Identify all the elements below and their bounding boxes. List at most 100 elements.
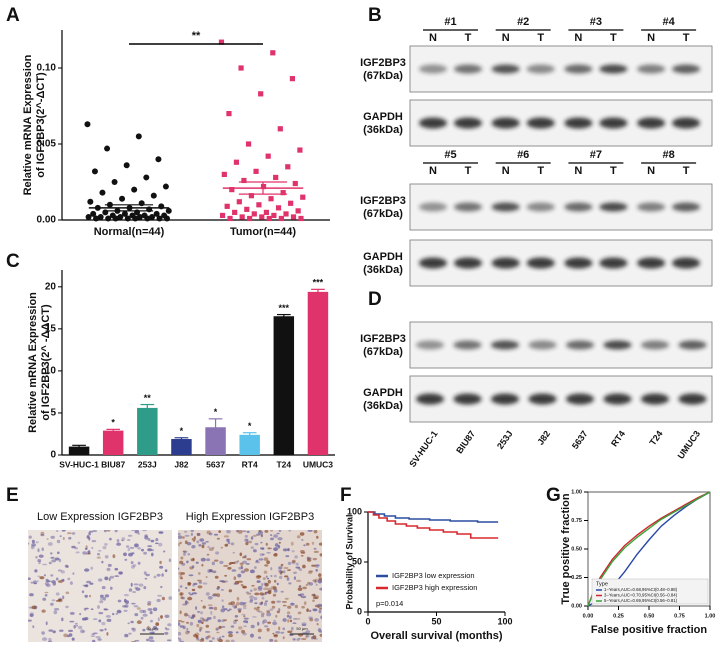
cell [168,596,172,600]
cell [250,589,253,592]
data-point [153,210,160,217]
cell [142,609,147,614]
cell [157,617,160,622]
cell [98,611,104,615]
cell [160,585,163,589]
cell [182,536,185,539]
cell [130,561,134,565]
cell [318,607,322,610]
cell [214,575,219,579]
cell [282,604,287,607]
cell [212,593,218,596]
x-tick-label: 253J [138,459,157,469]
cell [206,553,210,556]
cell [243,615,246,618]
data-point [300,194,306,200]
cell [282,618,287,622]
bar [137,407,158,455]
cell [266,612,272,617]
sample-label: #8 [662,149,674,161]
cell [308,582,314,586]
cell [307,530,313,532]
cell [34,569,38,573]
significance: *** [279,303,290,313]
x-tick-label: Normal(n=44) [94,226,165,238]
x-tick-label: UMUC3 [303,459,333,469]
cell [267,579,271,584]
cell [300,595,307,599]
cell [190,532,193,537]
cell [296,579,302,583]
cell [218,530,221,533]
cell [202,582,208,585]
cell [206,558,211,562]
cell [254,592,260,596]
cell [138,583,144,587]
cell [312,596,318,600]
cell [84,547,88,551]
cell [239,552,243,557]
cell [63,633,69,638]
cell [307,570,313,575]
cell [319,553,322,557]
cell [168,558,171,562]
data-point [165,207,172,214]
cell [241,629,246,634]
data-point [248,193,255,199]
cell [266,552,271,554]
blot-band [491,393,519,405]
legend-label: IGF2BP3 high expression [392,583,477,592]
cell [253,587,257,591]
cell [88,536,91,541]
cell [233,576,237,581]
cell [271,605,276,609]
cell [198,544,202,547]
cell [115,612,118,616]
cell [315,564,320,567]
cell [99,600,104,604]
lane-label: N [502,32,510,44]
sample-label: #7 [590,149,602,161]
cell [284,575,289,578]
cell [249,599,254,602]
cell [205,624,209,628]
cell [223,535,229,538]
cell [187,631,190,633]
cell [180,577,184,580]
data-point [123,162,130,169]
significance: * [214,407,218,417]
cell [103,608,108,611]
cell [270,575,273,577]
cell [191,537,196,541]
legend-box [591,578,709,605]
cell [127,534,133,537]
y-axis-label: Relative mRNA Expression [22,54,34,195]
cell [136,620,142,625]
data-point [144,215,151,222]
y-tick-label: 0.10 [37,63,57,74]
cell [288,615,292,620]
cell [212,546,215,550]
cell [53,610,58,615]
cell [84,568,90,572]
sample-label: #1 [444,16,456,28]
cell [147,625,150,630]
data-point [132,215,139,222]
sample-label: #6 [517,149,529,161]
cell [257,606,260,609]
cell [66,565,69,568]
data-point [236,199,242,205]
blot-band [491,64,520,74]
cell [275,631,281,634]
cell [212,570,217,574]
cell [270,537,274,541]
blot-band [454,257,482,269]
data-point [156,215,163,222]
cell [150,539,155,543]
data-point [155,156,162,163]
cell [124,558,128,561]
cell [257,628,262,633]
cell [80,629,85,634]
cell [58,598,63,603]
cell [243,625,247,627]
